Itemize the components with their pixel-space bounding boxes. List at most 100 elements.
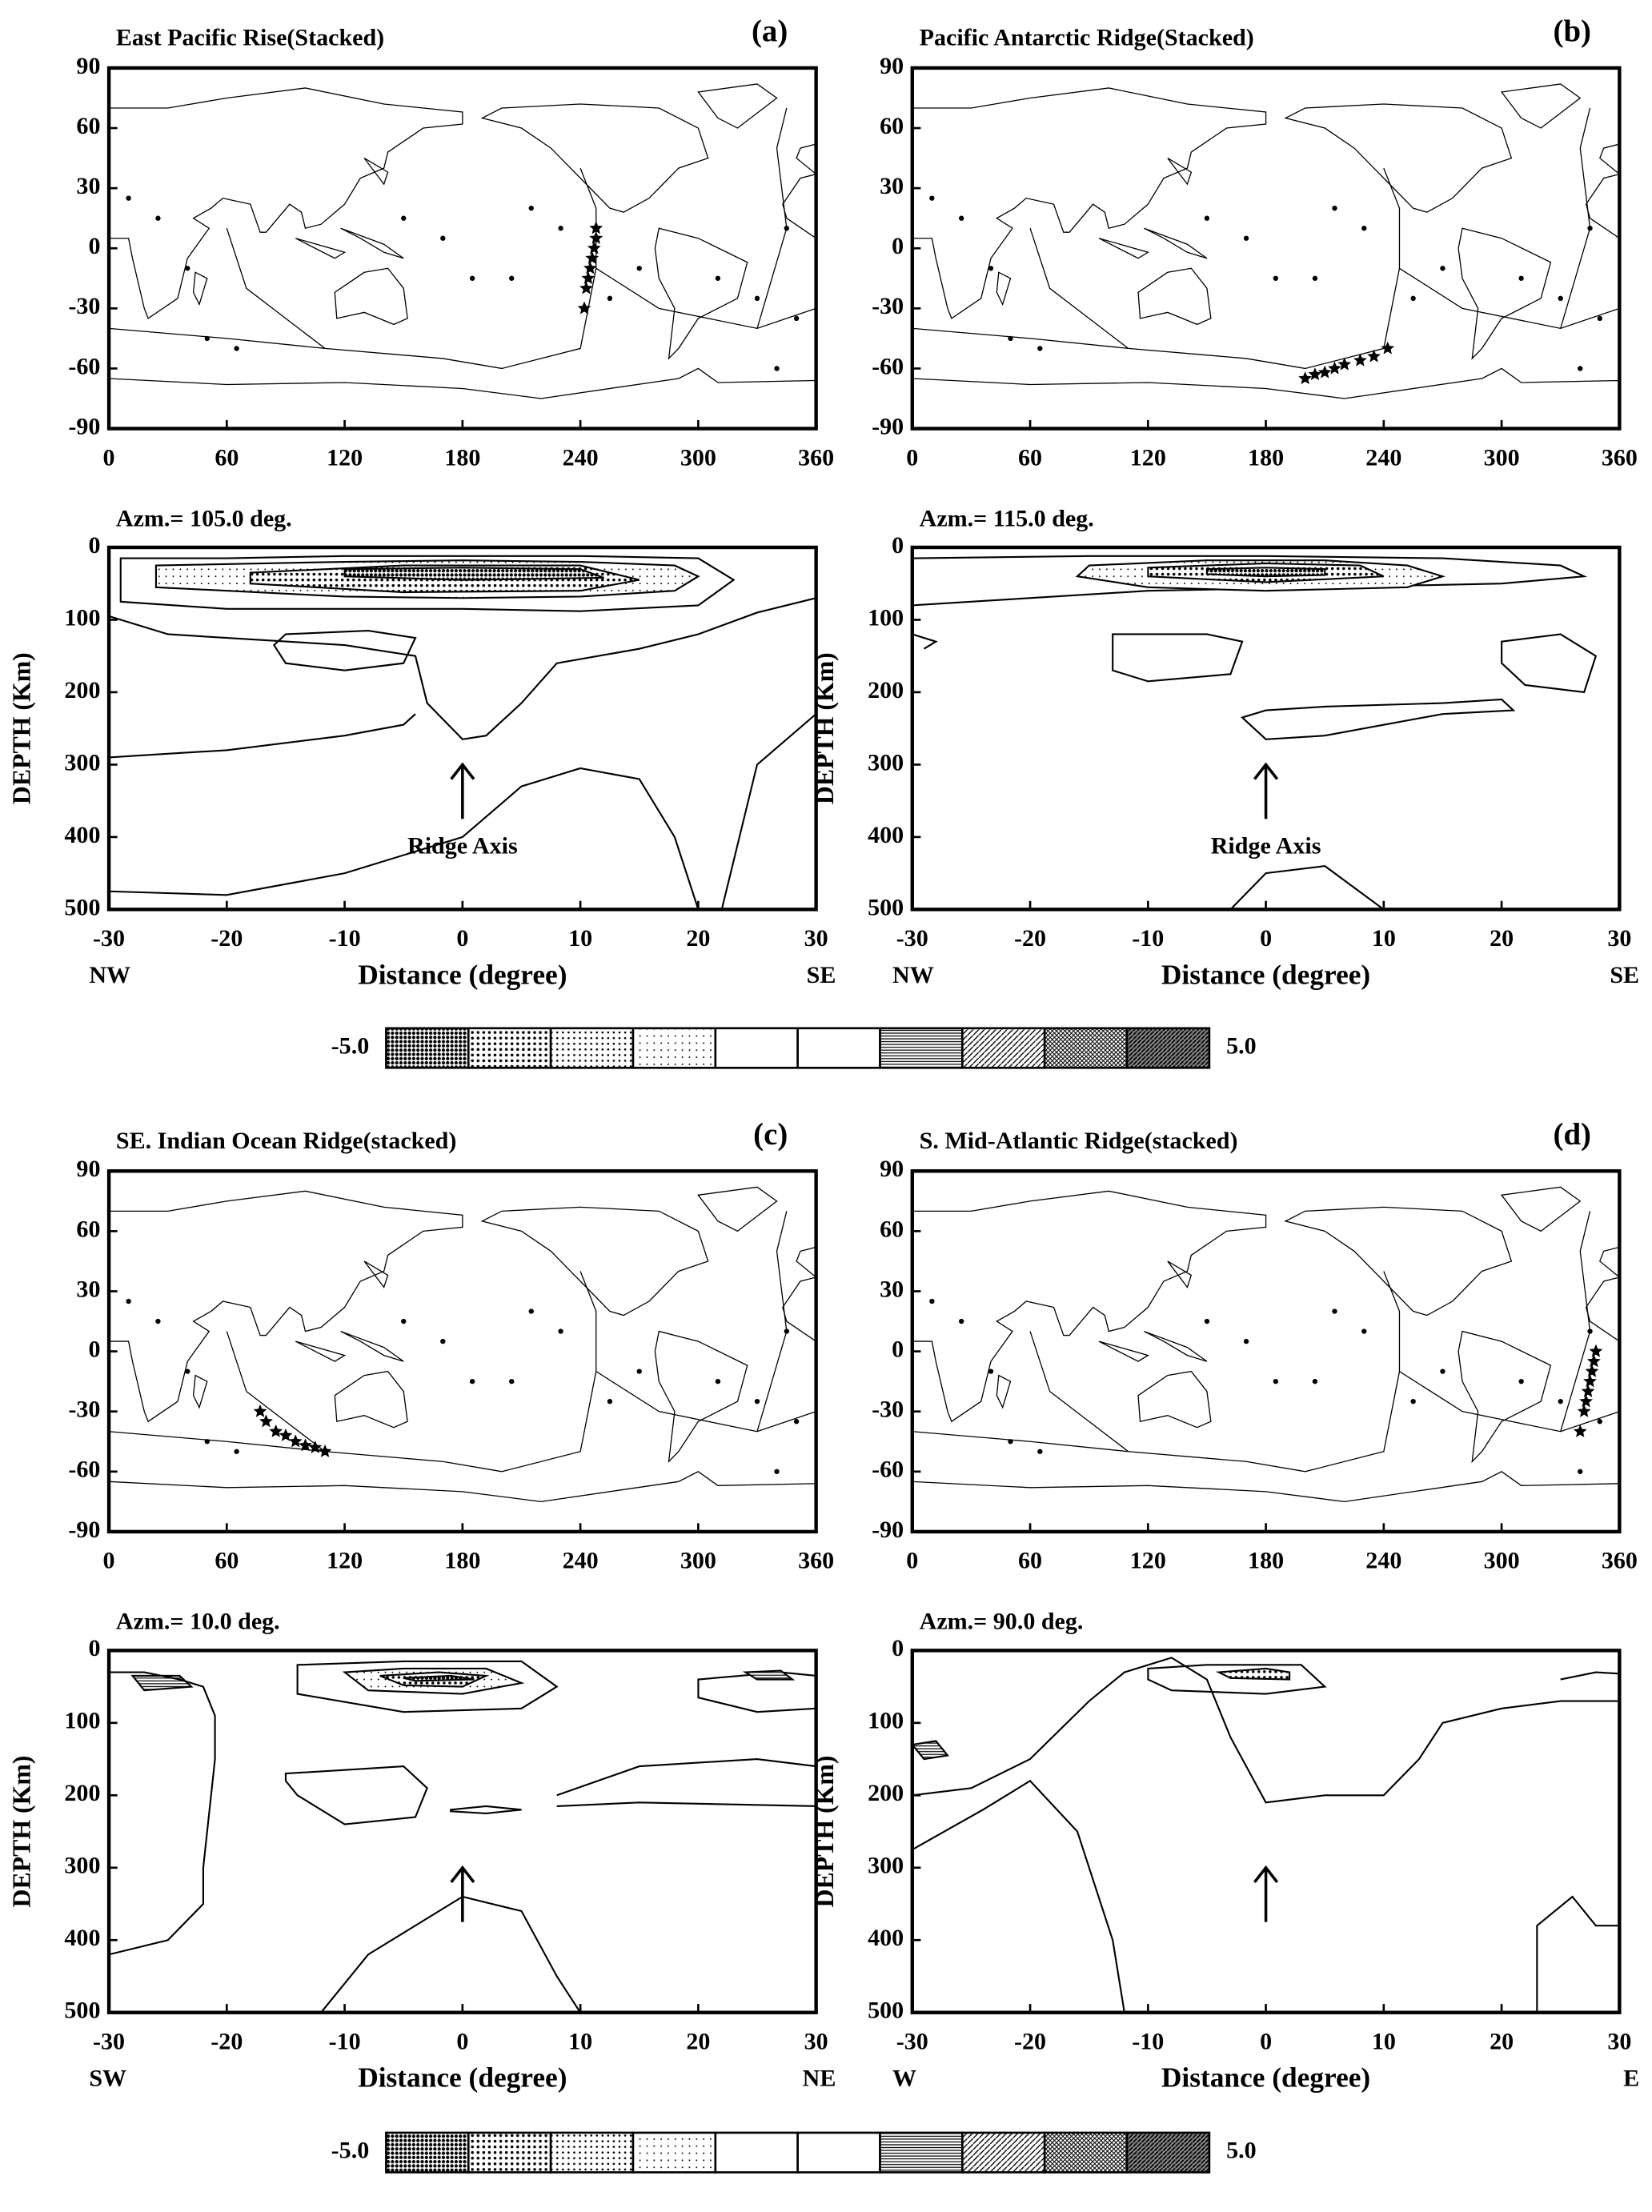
y-tick-label: 0 (88, 1635, 100, 1661)
station (1204, 215, 1210, 221)
y-tick-label: 500 (64, 1998, 100, 2024)
ridge-star (1581, 1384, 1595, 1397)
y-tick-label: 0 (892, 1336, 904, 1362)
station (1312, 1378, 1318, 1385)
station (1578, 366, 1583, 371)
station (1410, 295, 1416, 302)
station (715, 275, 721, 281)
ridge-star (1367, 349, 1381, 363)
x-tick-label: 30 (804, 925, 828, 952)
contour-line (1215, 1667, 1291, 1681)
ridge-star (581, 270, 595, 284)
y-tick-label: 90 (76, 53, 100, 79)
colorbar-box (385, 2131, 470, 2174)
y-tick-label: 500 (868, 894, 904, 920)
colorbar-label: 5.0 (1226, 1032, 1257, 1059)
y-tick-label: -30 (68, 1397, 100, 1423)
ridge-star (587, 241, 601, 254)
y-tick-label: 0 (892, 233, 904, 259)
annotation: Ridge Axis (407, 832, 518, 859)
ridge-star (259, 1414, 273, 1428)
x-tick-label: 300 (1484, 444, 1520, 471)
x-tick-label: 20 (1490, 2028, 1514, 2054)
y-tick-label: -60 (68, 1457, 100, 1483)
ridge-star (1579, 1394, 1594, 1408)
x-tick-label: 30 (804, 2028, 828, 2054)
x-tick-label: 0 (906, 444, 918, 471)
y-tick-label: 0 (88, 1336, 100, 1362)
contour-line (450, 1805, 522, 1814)
ridge-star (1353, 353, 1367, 367)
y-tick-label: 0 (892, 532, 904, 559)
ridge-star (253, 1404, 267, 1417)
y-tick-label: 100 (868, 1708, 904, 1734)
direction-label: NW (89, 962, 130, 988)
station (1008, 1439, 1013, 1445)
station (1440, 266, 1446, 271)
x-tick-label: 120 (1130, 444, 1166, 471)
contour-area (912, 1657, 1620, 2013)
x-tick-label: 180 (444, 1548, 480, 1574)
x-tick-label: 120 (1130, 1548, 1166, 1574)
y-tick-label: 300 (64, 1853, 100, 1879)
panel-label: (a) (752, 14, 788, 48)
ridge-star (288, 1434, 303, 1448)
contour-line (1240, 698, 1516, 740)
ridge-star (1317, 365, 1332, 379)
y-tick-label: 90 (880, 53, 904, 79)
contour-line (720, 713, 816, 910)
ridge-star (318, 1444, 332, 1457)
y-axis-label: DEPTH (Km) (7, 1756, 35, 1908)
colorbar-box (467, 1027, 552, 1069)
x-tick-label: -30 (93, 925, 125, 952)
station (1037, 346, 1043, 351)
y-tick-label: 30 (880, 173, 904, 199)
colorbar-box (1043, 2131, 1129, 2174)
y-tick-label: 0 (892, 1635, 904, 1661)
colorbar-box (714, 1027, 799, 1069)
station (1243, 235, 1249, 241)
station (1518, 275, 1524, 281)
section-title: Azm.= 115.0 deg. (920, 505, 1094, 531)
annotation: Ridge Axis (1211, 832, 1321, 859)
x-tick-label: 10 (568, 925, 592, 952)
x-tick-label: -30 (896, 2028, 928, 2054)
y-tick-label: 100 (64, 604, 100, 631)
ridge-star (269, 1424, 283, 1437)
station (234, 346, 239, 351)
x-tick-label: -10 (329, 925, 361, 952)
x-tick-label: 30 (1607, 925, 1631, 952)
contour-line (912, 1779, 1125, 2013)
x-tick-label: 0 (456, 925, 468, 952)
contour-line (109, 597, 816, 740)
station (1587, 1328, 1593, 1334)
contour-area (109, 555, 816, 910)
contour-line (320, 1895, 581, 2013)
y-tick-label: 60 (880, 113, 904, 139)
y-tick-label: 100 (868, 604, 904, 631)
y-tick-label: -90 (68, 1517, 100, 1543)
x-tick-label: 10 (1372, 925, 1396, 952)
x-tick-label: -30 (896, 925, 928, 952)
ridge-star (583, 261, 597, 274)
y-axis-label: DEPTH (Km) (7, 652, 35, 804)
x-tick-label: -30 (93, 2028, 125, 2054)
station (1332, 205, 1337, 211)
station (958, 215, 964, 221)
ridge-star (279, 1428, 293, 1441)
y-tick-label: 0 (88, 532, 100, 559)
x-tick-label: 360 (1602, 1548, 1638, 1574)
section-title: Azm.= 105.0 deg. (116, 505, 292, 531)
ridge-arrow (450, 1865, 475, 1922)
map-title: SE. Indian Ocean Ridge(stacked) (116, 1128, 456, 1154)
ridge-star (1573, 1424, 1587, 1437)
section-title: Azm.= 10.0 deg. (116, 1609, 280, 1635)
colorbar-box (714, 2131, 799, 2174)
y-tick-label: 30 (76, 1276, 100, 1302)
station (401, 215, 407, 221)
direction-label: SW (89, 2065, 126, 2091)
station (558, 1328, 563, 1334)
station (528, 205, 534, 211)
direction-label: W (892, 2065, 916, 2091)
